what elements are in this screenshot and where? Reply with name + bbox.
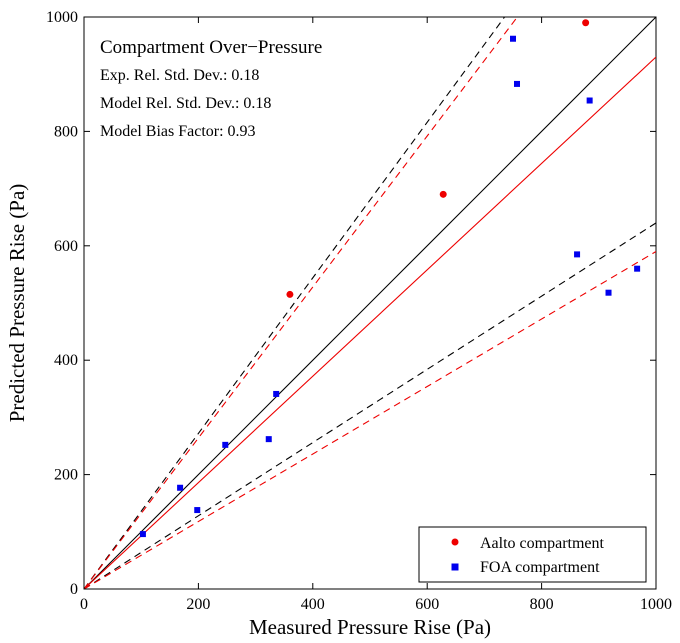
x-tick-label: 0 xyxy=(80,596,88,613)
legend: Aalto compartment FOA compartment xyxy=(418,526,647,583)
data-point-foa xyxy=(177,484,184,491)
y-tick-label: 400 xyxy=(54,352,78,369)
legend-box xyxy=(418,526,647,583)
data-point-aalto xyxy=(582,19,590,27)
data-point-foa xyxy=(273,390,280,397)
y-tick-labels: 0 200 400 600 800 1000 xyxy=(46,9,78,598)
data-point-foa xyxy=(634,265,641,272)
x-tick-label: 800 xyxy=(530,596,554,613)
x-tick-label: 400 xyxy=(301,596,325,613)
data-point-foa xyxy=(265,436,272,443)
data-point-foa xyxy=(586,97,593,104)
annotation-model-std-dev: Model Rel. Std. Dev.: 0.18 xyxy=(100,95,271,112)
y-tick-label: 1000 xyxy=(46,9,78,26)
reference-lines xyxy=(84,17,656,589)
y-tick-label: 600 xyxy=(54,238,78,255)
data-point-foa xyxy=(605,289,612,296)
y-tick-label: 0 xyxy=(70,581,78,598)
annotation-title: Compartment Over−Pressure xyxy=(100,37,322,58)
legend-label-foa: FOA compartment xyxy=(480,559,600,576)
x-tick-label: 600 xyxy=(415,596,439,613)
red-reference-line-dashed xyxy=(84,17,519,589)
data-point-aalto xyxy=(439,190,447,198)
annotation-exp-std-dev: Exp. Rel. Std. Dev.: 0.18 xyxy=(100,67,259,84)
data-point-foa xyxy=(574,251,581,258)
data-points xyxy=(139,19,641,538)
red-reference-line-solid xyxy=(84,56,656,589)
legend-marker-foa xyxy=(451,563,459,571)
data-point-foa xyxy=(139,531,146,538)
x-tick-labels: 0 200 400 600 800 1000 xyxy=(80,596,672,613)
data-point-foa xyxy=(194,507,201,514)
axis-ticks xyxy=(83,16,657,590)
data-point-foa xyxy=(222,441,229,448)
legend-marker-aalto xyxy=(451,538,459,546)
y-tick-label: 800 xyxy=(54,123,78,140)
y-tick-label: 200 xyxy=(54,467,78,484)
x-tick-label: 200 xyxy=(186,596,210,613)
black-reference-line-dashed xyxy=(84,222,656,589)
red-reference-line-dashed xyxy=(84,251,656,589)
data-point-aalto xyxy=(286,290,294,298)
x-tick-label: 1000 xyxy=(640,596,672,613)
y-axis-title: Predicted Pressure Rise (Pa) xyxy=(5,184,29,423)
legend-label-aalto: Aalto compartment xyxy=(480,535,605,552)
annotation-model-bias: Model Bias Factor: 0.93 xyxy=(100,123,256,140)
black-reference-line-solid xyxy=(84,17,656,589)
x-axis-title: Measured Pressure Rise (Pa) xyxy=(249,615,491,639)
data-point-foa xyxy=(510,35,516,42)
black-reference-line-dashed xyxy=(84,17,506,589)
data-point-foa xyxy=(514,80,521,87)
